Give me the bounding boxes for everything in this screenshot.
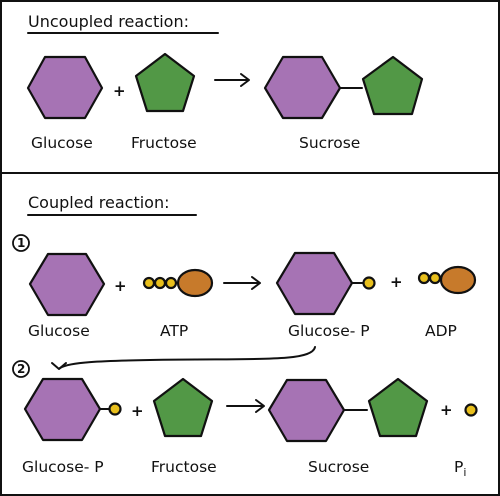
coupled-title: Coupled reaction: [28, 193, 170, 212]
sucrose-glucose-hexagon [263, 55, 342, 120]
reaction-arrow [214, 73, 250, 87]
sucrose-label: Sucrose [299, 134, 360, 152]
sucrose-glucose-hexagon [267, 378, 346, 443]
phosphate-circle [153, 276, 167, 290]
glucose-hexagon [28, 252, 106, 317]
pi-main: P [454, 458, 463, 476]
phosphate-circle [164, 276, 178, 290]
glucose-p-label: Glucose- P [288, 322, 370, 340]
phosphate-circle [417, 271, 431, 285]
sucrose-fructose-pentagon [367, 377, 429, 438]
coupled-panel [0, 172, 500, 496]
glucose-p-label: Glucose- P [22, 458, 104, 476]
fructose-label: Fructose [151, 458, 217, 476]
step-2-marker [12, 360, 30, 378]
glucose-hexagon [26, 55, 104, 120]
fructose-pentagon [152, 377, 214, 438]
glucose-p-hexagon [275, 251, 354, 316]
plus-sign: + [114, 277, 127, 295]
adenosine-ellipse [439, 265, 477, 295]
glucose-label: Glucose [28, 322, 90, 340]
step-2-number: 2 [17, 362, 25, 376]
carry-over-arrow [51, 346, 316, 370]
adp-molecule [417, 265, 477, 295]
reaction-arrow [223, 276, 261, 290]
phosphate-circle [142, 276, 156, 290]
atp-label: ATP [160, 322, 188, 340]
glucose-label: Glucose [31, 134, 93, 152]
adp-label: ADP [425, 322, 457, 340]
step-1-number: 1 [17, 236, 25, 250]
inorganic-phosphate-label: Pi [454, 458, 466, 479]
adenosine-ellipse [176, 268, 214, 298]
phosphate-circle [362, 276, 376, 290]
sucrose-fructose-pentagon [361, 55, 424, 116]
uncoupled-title: Uncoupled reaction: [28, 12, 189, 31]
step-1-marker [12, 234, 30, 252]
atp-molecule [142, 268, 214, 298]
fructose-label: Fructose [131, 134, 197, 152]
plus-sign: + [131, 402, 144, 420]
plus-sign: + [390, 273, 403, 291]
phosphate-circle [464, 403, 478, 417]
glucose-p-hexagon [23, 377, 102, 442]
plus-sign: + [113, 82, 126, 100]
phosphate-circle [428, 271, 442, 285]
plus-sign: + [440, 401, 453, 419]
reaction-arrow [226, 399, 265, 413]
sucrose-label: Sucrose [308, 458, 369, 476]
phosphate-circle [108, 402, 122, 416]
fructose-pentagon [134, 52, 196, 113]
pi-subscript: i [463, 466, 466, 479]
